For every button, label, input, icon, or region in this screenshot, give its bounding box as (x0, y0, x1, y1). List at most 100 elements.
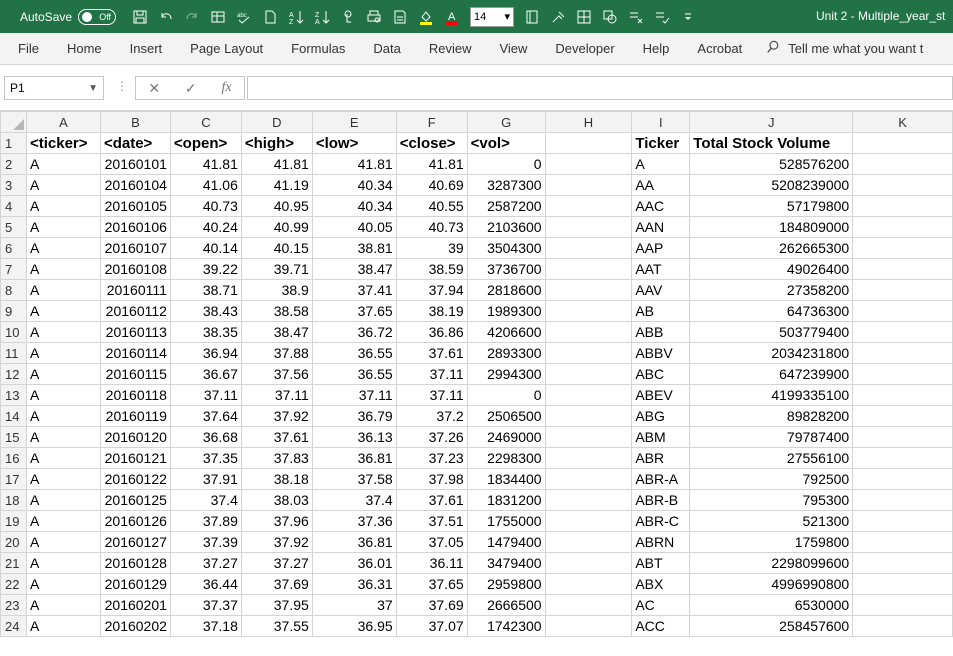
insert-function-icon[interactable]: fx (221, 80, 232, 95)
cell[interactable]: A (25, 447, 101, 469)
cell[interactable]: 37.89 (169, 510, 242, 532)
cell[interactable]: 1759800 (689, 531, 854, 553)
cell[interactable]: 36.67 (169, 363, 242, 385)
cell[interactable]: A (25, 552, 101, 574)
borders-icon[interactable] (572, 5, 596, 29)
tab-home[interactable]: Home (66, 41, 102, 56)
cell[interactable]: 37.05 (395, 531, 468, 553)
cell[interactable]: 41.81 (169, 153, 242, 175)
cell[interactable]: 20160114 (99, 342, 171, 364)
cell[interactable]: 36.01 (311, 552, 397, 574)
cell[interactable]: 36.13 (311, 426, 397, 448)
cell[interactable]: 41.19 (240, 174, 313, 196)
cell[interactable]: A (25, 321, 101, 343)
cell[interactable]: 37.2 (395, 405, 468, 427)
cell[interactable]: 41.06 (169, 174, 242, 196)
cell[interactable]: 37.61 (395, 489, 468, 511)
row-header[interactable]: 1 (0, 132, 27, 154)
cell[interactable]: A (25, 405, 101, 427)
cell[interactable]: <date> (99, 132, 171, 154)
cell[interactable]: ABR-A (631, 468, 691, 490)
cell[interactable]: 20160129 (99, 573, 171, 595)
clear-formatting-icon[interactable] (624, 5, 648, 29)
cell[interactable]: 2103600 (466, 216, 546, 238)
formula-input[interactable] (247, 76, 953, 100)
cell[interactable]: 2034231800 (689, 342, 854, 364)
cell[interactable]: 528576200 (689, 153, 854, 175)
cell[interactable]: 37.65 (395, 573, 468, 595)
cell[interactable]: 37.94 (395, 279, 468, 301)
cell[interactable]: 20160101 (99, 153, 171, 175)
cell[interactable]: A (25, 531, 101, 553)
cell[interactable]: 2469000 (466, 426, 546, 448)
row-header[interactable]: 20 (0, 531, 27, 553)
save-icon[interactable] (128, 5, 152, 29)
cell[interactable]: 36.55 (311, 363, 397, 385)
cell[interactable]: 64736300 (689, 300, 854, 322)
autosave-toggle[interactable]: Off (78, 8, 117, 25)
cell[interactable]: 20160125 (99, 489, 171, 511)
cell[interactable]: AAP (631, 237, 691, 259)
tab-view[interactable]: View (499, 41, 528, 56)
cell[interactable] (544, 132, 633, 154)
cell[interactable]: 36.86 (395, 321, 468, 343)
cell[interactable]: A (25, 195, 101, 217)
tab-page-layout[interactable]: Page Layout (190, 41, 264, 56)
cell[interactable] (852, 258, 953, 280)
cell[interactable] (852, 426, 953, 448)
cell[interactable]: ABB (631, 321, 691, 343)
customize-toolbar-icon[interactable] (676, 5, 700, 29)
cell[interactable]: 38.81 (311, 237, 397, 259)
cell[interactable]: 3736700 (466, 258, 546, 280)
cell[interactable]: 20160122 (99, 468, 171, 490)
font-color-icon[interactable]: A (440, 5, 464, 29)
cell[interactable]: 37.27 (240, 552, 313, 574)
cell[interactable] (544, 615, 633, 637)
format-painter-icon[interactable] (546, 5, 570, 29)
cell[interactable]: 20160128 (99, 552, 171, 574)
cell[interactable]: 38.47 (240, 321, 313, 343)
cell[interactable]: 41.81 (240, 153, 313, 175)
cell[interactable]: ABC (631, 363, 691, 385)
cell[interactable]: ABEV (631, 384, 691, 406)
cell[interactable]: 2587200 (466, 195, 546, 217)
cell[interactable]: 38.58 (240, 300, 313, 322)
cell[interactable]: 37.37 (169, 594, 242, 616)
cell[interactable]: ABT (631, 552, 691, 574)
cell[interactable]: 1831200 (466, 489, 546, 511)
cell[interactable]: 262665300 (689, 237, 854, 259)
row-header[interactable]: 19 (0, 510, 27, 532)
cell[interactable]: 258457600 (689, 615, 854, 637)
cell[interactable]: 40.05 (311, 216, 397, 238)
cell[interactable]: 79787400 (689, 426, 854, 448)
redo-icon[interactable] (180, 5, 204, 29)
cell[interactable]: 20160107 (99, 237, 171, 259)
shapes-icon[interactable] (598, 5, 622, 29)
cell[interactable]: 37.64 (169, 405, 242, 427)
cell[interactable]: 37.61 (240, 426, 313, 448)
cell[interactable]: 1755000 (466, 510, 546, 532)
cell[interactable] (544, 363, 633, 385)
cell[interactable]: 37.51 (395, 510, 468, 532)
cell[interactable]: 20160127 (99, 531, 171, 553)
cell[interactable] (852, 174, 953, 196)
cell[interactable] (852, 321, 953, 343)
touch-mode-icon[interactable] (336, 5, 360, 29)
cell[interactable]: 39.71 (240, 258, 313, 280)
row-header[interactable]: 21 (0, 552, 27, 574)
autosave-control[interactable]: AutoSave Off (20, 8, 117, 25)
cell[interactable] (544, 321, 633, 343)
cell[interactable]: 37.69 (395, 594, 468, 616)
cell[interactable] (852, 489, 953, 511)
cell[interactable] (544, 279, 633, 301)
row-header[interactable]: 11 (0, 342, 27, 364)
cell[interactable]: ABRN (631, 531, 691, 553)
cell[interactable] (544, 216, 633, 238)
spelling-icon[interactable]: abc (232, 5, 256, 29)
cell[interactable]: 795300 (689, 489, 854, 511)
cell[interactable]: A (25, 468, 101, 490)
cell[interactable]: 20160118 (99, 384, 171, 406)
cell[interactable]: 3287300 (466, 174, 546, 196)
row-header[interactable]: 13 (0, 384, 27, 406)
cell[interactable]: 36.72 (311, 321, 397, 343)
